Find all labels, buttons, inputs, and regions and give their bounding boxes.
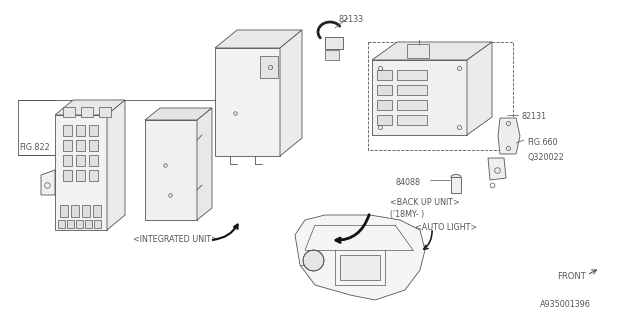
Bar (407, 44, 429, 58)
Text: FIG.660: FIG.660 (527, 138, 557, 147)
Bar (85, 220, 92, 228)
Polygon shape (280, 30, 302, 156)
Polygon shape (488, 158, 506, 180)
FancyArrowPatch shape (212, 225, 237, 240)
Polygon shape (451, 177, 461, 193)
Bar (340, 255, 380, 280)
Bar (63, 107, 75, 117)
Polygon shape (55, 100, 125, 115)
Text: ('18MY- ): ('18MY- ) (390, 210, 424, 219)
Bar (82, 205, 90, 217)
Text: 82131: 82131 (521, 112, 546, 121)
Bar (89, 140, 98, 151)
Bar (89, 125, 98, 136)
Polygon shape (215, 48, 280, 156)
Text: <INTEGRATED UNIT>: <INTEGRATED UNIT> (133, 235, 218, 244)
Bar (325, 37, 343, 49)
Bar (63, 170, 72, 181)
Polygon shape (498, 118, 520, 154)
FancyArrowPatch shape (424, 231, 432, 249)
Bar (377, 85, 392, 95)
Bar (377, 100, 392, 110)
Bar (94, 220, 101, 228)
Bar (89, 155, 98, 166)
Polygon shape (197, 108, 212, 220)
Bar (76, 155, 85, 166)
Bar (368, 42, 513, 150)
Polygon shape (295, 215, 425, 300)
Polygon shape (372, 42, 492, 60)
Polygon shape (467, 42, 492, 135)
Text: FRONT: FRONT (557, 272, 586, 281)
Polygon shape (41, 170, 55, 195)
Bar (260, 56, 278, 78)
Bar (377, 70, 392, 80)
Bar (76, 125, 85, 136)
Bar (397, 70, 427, 80)
Bar (99, 107, 111, 117)
Text: 84088: 84088 (395, 178, 420, 187)
Bar (76, 220, 83, 228)
Bar (60, 205, 68, 217)
Polygon shape (372, 60, 467, 135)
FancyArrowPatch shape (336, 215, 369, 243)
Text: <AUTO LIGHT>: <AUTO LIGHT> (415, 223, 477, 232)
Bar (93, 205, 101, 217)
Text: <BACK UP UNIT>: <BACK UP UNIT> (390, 198, 460, 207)
Bar (397, 115, 427, 125)
Bar (325, 50, 339, 60)
Bar (76, 170, 85, 181)
Text: FIG.822: FIG.822 (19, 142, 50, 151)
Bar (58, 220, 65, 228)
Text: Q320022: Q320022 (527, 153, 564, 162)
Bar (63, 125, 72, 136)
Bar (76, 140, 85, 151)
Bar (377, 115, 392, 125)
Polygon shape (145, 108, 212, 120)
Bar (81, 107, 93, 117)
Bar (397, 100, 427, 110)
Polygon shape (215, 30, 302, 48)
Bar (63, 155, 72, 166)
Bar (63, 140, 72, 151)
Bar (397, 85, 427, 95)
Bar (67, 220, 74, 228)
Polygon shape (107, 100, 125, 230)
Bar (71, 205, 79, 217)
Text: A935001396: A935001396 (540, 300, 591, 309)
Polygon shape (55, 115, 107, 230)
Ellipse shape (451, 174, 461, 180)
Polygon shape (145, 120, 197, 220)
Text: 82133: 82133 (338, 15, 363, 24)
Bar (89, 170, 98, 181)
